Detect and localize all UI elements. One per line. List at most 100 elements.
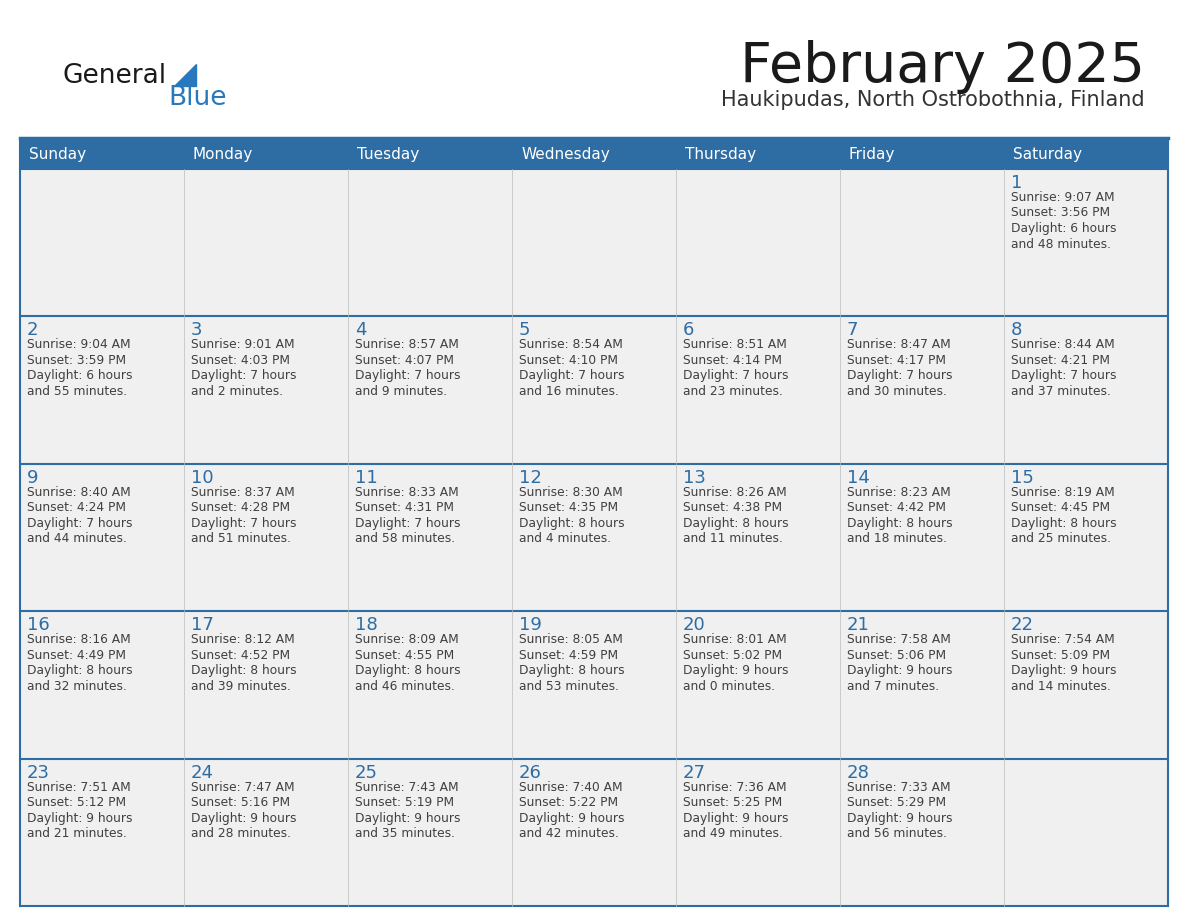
Text: Sunrise: 7:58 AM: Sunrise: 7:58 AM bbox=[847, 633, 950, 646]
Text: Daylight: 7 hours: Daylight: 7 hours bbox=[847, 369, 953, 383]
Bar bbox=[840, 758, 1004, 906]
Text: and 53 minutes.: and 53 minutes. bbox=[519, 679, 619, 693]
Text: Sunrise: 8:44 AM: Sunrise: 8:44 AM bbox=[1011, 339, 1114, 352]
Text: and 16 minutes.: and 16 minutes. bbox=[519, 385, 619, 397]
Bar bbox=[20, 139, 184, 169]
Text: Sunrise: 8:26 AM: Sunrise: 8:26 AM bbox=[683, 486, 786, 498]
Bar bbox=[840, 169, 1004, 317]
Bar bbox=[20, 758, 184, 906]
Text: 10: 10 bbox=[191, 469, 214, 487]
Text: Sunset: 4:21 PM: Sunset: 4:21 PM bbox=[1011, 354, 1110, 367]
Text: Tuesday: Tuesday bbox=[358, 147, 419, 162]
Text: Daylight: 9 hours: Daylight: 9 hours bbox=[27, 812, 133, 824]
Text: Sunrise: 8:19 AM: Sunrise: 8:19 AM bbox=[1011, 486, 1114, 498]
Text: and 11 minutes.: and 11 minutes. bbox=[683, 532, 783, 545]
Text: 13: 13 bbox=[683, 469, 706, 487]
Text: February 2025: February 2025 bbox=[740, 40, 1145, 94]
Text: Sunrise: 8:40 AM: Sunrise: 8:40 AM bbox=[27, 486, 131, 498]
Text: and 4 minutes.: and 4 minutes. bbox=[519, 532, 611, 545]
Text: 7: 7 bbox=[847, 321, 859, 340]
Text: Sunset: 3:56 PM: Sunset: 3:56 PM bbox=[1011, 207, 1110, 219]
Text: and 46 minutes.: and 46 minutes. bbox=[355, 679, 455, 693]
Text: Daylight: 8 hours: Daylight: 8 hours bbox=[27, 665, 133, 677]
Bar bbox=[512, 611, 676, 758]
Bar bbox=[184, 139, 348, 169]
Text: and 56 minutes.: and 56 minutes. bbox=[847, 827, 947, 840]
Text: Sunrise: 8:54 AM: Sunrise: 8:54 AM bbox=[519, 339, 623, 352]
Text: Sunrise: 8:37 AM: Sunrise: 8:37 AM bbox=[191, 486, 295, 498]
Text: Daylight: 7 hours: Daylight: 7 hours bbox=[519, 369, 625, 383]
Text: and 9 minutes.: and 9 minutes. bbox=[355, 385, 447, 397]
Text: Sunrise: 7:47 AM: Sunrise: 7:47 AM bbox=[191, 780, 295, 793]
Text: Sunset: 5:25 PM: Sunset: 5:25 PM bbox=[683, 796, 782, 809]
Bar bbox=[184, 169, 348, 317]
Text: 22: 22 bbox=[1011, 616, 1034, 634]
Text: 21: 21 bbox=[847, 616, 870, 634]
Text: 25: 25 bbox=[355, 764, 378, 781]
Bar bbox=[348, 611, 512, 758]
Text: 19: 19 bbox=[519, 616, 542, 634]
Text: and 25 minutes.: and 25 minutes. bbox=[1011, 532, 1111, 545]
Bar bbox=[512, 758, 676, 906]
Text: 14: 14 bbox=[847, 469, 870, 487]
Text: Sunset: 4:59 PM: Sunset: 4:59 PM bbox=[519, 649, 618, 662]
Text: Sunrise: 8:05 AM: Sunrise: 8:05 AM bbox=[519, 633, 623, 646]
Text: and 30 minutes.: and 30 minutes. bbox=[847, 385, 947, 397]
Bar bbox=[348, 139, 512, 169]
Text: Daylight: 9 hours: Daylight: 9 hours bbox=[847, 812, 953, 824]
Text: Sunset: 4:03 PM: Sunset: 4:03 PM bbox=[191, 354, 290, 367]
Text: 18: 18 bbox=[355, 616, 378, 634]
Text: Daylight: 7 hours: Daylight: 7 hours bbox=[355, 517, 461, 530]
Text: 16: 16 bbox=[27, 616, 50, 634]
Text: 17: 17 bbox=[191, 616, 214, 634]
Text: Sunset: 4:38 PM: Sunset: 4:38 PM bbox=[683, 501, 782, 514]
Text: Sunset: 5:06 PM: Sunset: 5:06 PM bbox=[847, 649, 946, 662]
Text: 5: 5 bbox=[519, 321, 531, 340]
Text: 12: 12 bbox=[519, 469, 542, 487]
Text: and 21 minutes.: and 21 minutes. bbox=[27, 827, 127, 840]
Text: Daylight: 9 hours: Daylight: 9 hours bbox=[1011, 665, 1117, 677]
Text: Sunset: 4:17 PM: Sunset: 4:17 PM bbox=[847, 354, 946, 367]
Text: and 42 minutes.: and 42 minutes. bbox=[519, 827, 619, 840]
Bar bbox=[20, 169, 184, 317]
Bar bbox=[512, 139, 676, 169]
Text: Sunrise: 8:33 AM: Sunrise: 8:33 AM bbox=[355, 486, 459, 498]
Text: Sunset: 5:02 PM: Sunset: 5:02 PM bbox=[683, 649, 782, 662]
Text: and 28 minutes.: and 28 minutes. bbox=[191, 827, 291, 840]
Text: Sunrise: 8:16 AM: Sunrise: 8:16 AM bbox=[27, 633, 131, 646]
Text: Sunrise: 9:01 AM: Sunrise: 9:01 AM bbox=[191, 339, 295, 352]
Text: Friday: Friday bbox=[849, 147, 896, 162]
Bar bbox=[20, 317, 184, 464]
Text: and 55 minutes.: and 55 minutes. bbox=[27, 385, 127, 397]
Text: and 39 minutes.: and 39 minutes. bbox=[191, 679, 291, 693]
Text: Daylight: 8 hours: Daylight: 8 hours bbox=[519, 665, 625, 677]
Bar bbox=[184, 611, 348, 758]
Text: and 0 minutes.: and 0 minutes. bbox=[683, 679, 775, 693]
Text: Sunrise: 7:33 AM: Sunrise: 7:33 AM bbox=[847, 780, 950, 793]
Text: Sunrise: 8:57 AM: Sunrise: 8:57 AM bbox=[355, 339, 459, 352]
Text: Daylight: 9 hours: Daylight: 9 hours bbox=[355, 812, 461, 824]
Bar bbox=[348, 464, 512, 611]
Text: Daylight: 7 hours: Daylight: 7 hours bbox=[683, 369, 789, 383]
Text: Sunset: 5:22 PM: Sunset: 5:22 PM bbox=[519, 796, 618, 809]
Text: Sunrise: 8:01 AM: Sunrise: 8:01 AM bbox=[683, 633, 786, 646]
Text: Sunrise: 9:04 AM: Sunrise: 9:04 AM bbox=[27, 339, 131, 352]
Text: 23: 23 bbox=[27, 764, 50, 781]
Text: Daylight: 8 hours: Daylight: 8 hours bbox=[355, 665, 461, 677]
Bar bbox=[1004, 611, 1168, 758]
Text: Sunrise: 9:07 AM: Sunrise: 9:07 AM bbox=[1011, 191, 1114, 204]
Text: Daylight: 7 hours: Daylight: 7 hours bbox=[27, 517, 133, 530]
Bar bbox=[676, 758, 840, 906]
Bar bbox=[676, 464, 840, 611]
Text: Daylight: 6 hours: Daylight: 6 hours bbox=[1011, 222, 1117, 235]
Bar bbox=[676, 611, 840, 758]
Text: Daylight: 8 hours: Daylight: 8 hours bbox=[1011, 517, 1117, 530]
Bar bbox=[512, 169, 676, 317]
Bar bbox=[676, 169, 840, 317]
Text: Sunday: Sunday bbox=[29, 147, 86, 162]
Text: and 23 minutes.: and 23 minutes. bbox=[683, 385, 783, 397]
Text: Sunrise: 8:09 AM: Sunrise: 8:09 AM bbox=[355, 633, 459, 646]
Text: and 2 minutes.: and 2 minutes. bbox=[191, 385, 283, 397]
Text: Wednesday: Wednesday bbox=[522, 147, 609, 162]
Text: and 51 minutes.: and 51 minutes. bbox=[191, 532, 291, 545]
